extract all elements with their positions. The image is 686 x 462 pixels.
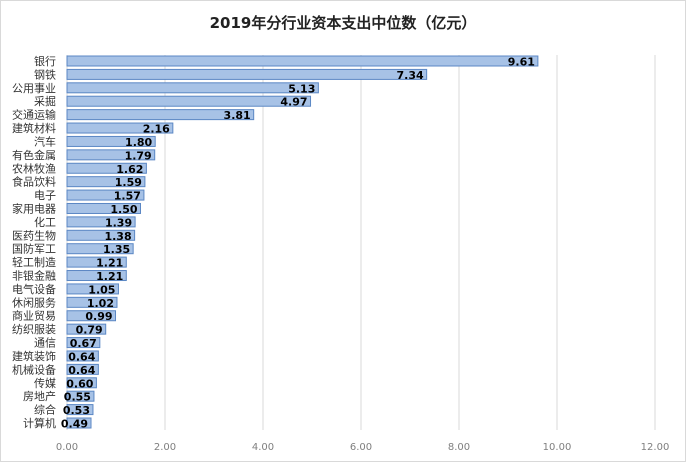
data-label: 0.99 <box>85 310 112 323</box>
data-label: 2.16 <box>143 123 170 136</box>
bar <box>66 229 136 241</box>
bar <box>66 363 99 375</box>
data-label: 0.64 <box>68 350 95 363</box>
category-label: 公用事业 <box>12 82 56 95</box>
chart-title: 2019年分行业资本支出中位数（亿元） <box>210 14 477 32</box>
category-label: 综合 <box>34 403 56 417</box>
category-label: 交通运输 <box>12 108 56 122</box>
bar <box>66 149 156 161</box>
data-label: 1.38 <box>104 230 131 243</box>
x-tick-label: 2.00 <box>154 442 176 453</box>
data-label: 1.57 <box>114 190 141 203</box>
data-label: 0.79 <box>76 324 103 337</box>
bar <box>66 310 117 322</box>
data-label: 4.97 <box>280 96 307 109</box>
data-label: 1.79 <box>125 149 152 162</box>
data-label: 5.13 <box>288 82 315 95</box>
bar <box>66 256 127 268</box>
bar <box>66 404 94 416</box>
x-tick-label: 6.00 <box>350 442 372 453</box>
x-tick-label: 4.00 <box>252 442 274 453</box>
category-label: 商业贸易 <box>12 309 56 323</box>
category-label: 建筑装饰 <box>12 349 56 363</box>
data-label: 0.49 <box>61 418 88 431</box>
bar <box>66 202 141 214</box>
category-label: 房地产 <box>23 389 56 403</box>
bar <box>66 350 99 362</box>
bar <box>66 135 156 147</box>
category-label: 计算机 <box>23 416 56 430</box>
data-label: 1.50 <box>110 203 137 216</box>
category-label: 通信 <box>34 337 56 350</box>
category-label: 家用电器 <box>12 201 56 215</box>
category-label: 医药生物 <box>12 228 56 242</box>
category-label: 国防军工 <box>12 242 56 256</box>
bar <box>66 82 319 94</box>
category-label: 汽车 <box>34 134 56 148</box>
x-tick-label: 8.00 <box>448 442 470 453</box>
data-label: 1.80 <box>125 136 152 149</box>
data-label: 0.60 <box>66 377 93 390</box>
bar <box>66 162 147 174</box>
data-label: 0.55 <box>64 391 91 404</box>
category-label: 非银金融 <box>12 269 56 283</box>
bar <box>66 243 134 255</box>
data-label: 3.81 <box>224 109 251 122</box>
category-label: 银行 <box>34 54 56 68</box>
data-label: 1.02 <box>87 297 114 310</box>
data-label: 1.39 <box>105 216 132 229</box>
category-label: 建筑材料 <box>12 121 56 135</box>
category-label: 食品饮料 <box>12 175 56 189</box>
category-label: 钢铁 <box>34 68 56 81</box>
bar <box>66 216 136 228</box>
bar <box>66 377 97 389</box>
data-label: 9.61 <box>508 56 535 69</box>
data-label: 0.67 <box>70 337 97 350</box>
x-tick-label: 12.00 <box>641 442 670 453</box>
bar <box>66 337 101 349</box>
data-label: 0.53 <box>63 404 90 417</box>
category-label: 电气设备 <box>12 282 56 296</box>
data-label: 0.64 <box>68 364 95 377</box>
bar <box>66 55 539 67</box>
data-label: 1.05 <box>88 283 115 296</box>
bar <box>66 296 118 308</box>
data-label: 1.62 <box>116 163 143 176</box>
category-label: 农林牧渔 <box>12 161 56 175</box>
data-label: 1.21 <box>96 257 123 270</box>
bar <box>66 390 95 402</box>
category-label: 化工 <box>34 215 56 229</box>
bar <box>66 68 428 80</box>
bar <box>66 122 174 134</box>
data-label: 7.34 <box>397 69 424 82</box>
bar <box>66 189 145 201</box>
category-label: 纺织服装 <box>12 322 56 336</box>
bar <box>66 109 255 121</box>
category-label: 电子 <box>34 189 56 202</box>
data-label: 1.21 <box>96 270 123 283</box>
data-label: 1.59 <box>115 176 142 189</box>
bar <box>66 283 119 295</box>
bar <box>66 176 146 188</box>
data-label: 1.35 <box>103 243 130 256</box>
bar <box>66 95 312 107</box>
category-label: 有色金属 <box>12 148 56 162</box>
bar <box>66 270 127 282</box>
category-label: 采掘 <box>34 94 56 108</box>
category-label: 休闲服务 <box>12 295 56 309</box>
x-tick-label: 0.00 <box>56 442 78 453</box>
x-tick-label: 10.00 <box>543 442 572 453</box>
category-label: 机械设备 <box>12 362 56 376</box>
category-label: 轻工制造 <box>12 255 56 269</box>
bar <box>66 417 92 429</box>
bar <box>66 323 107 335</box>
category-label: 传媒 <box>34 377 56 390</box>
